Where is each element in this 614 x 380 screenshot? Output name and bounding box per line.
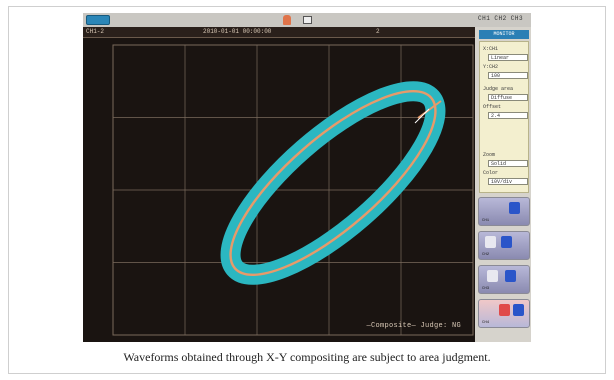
window-icon[interactable] <box>303 16 312 24</box>
plot-header: CH1-2 2010-01-01 00:00:00 2 <box>83 27 475 38</box>
plot-header-timestamp: 2010-01-01 00:00:00 <box>203 28 272 35</box>
trace-tail <box>417 100 442 119</box>
channel-status-text: CH1 CH2 CH3 <box>478 15 524 22</box>
waveform-thumbnail[interactable]: CH3 <box>478 265 530 294</box>
xy-plot-svg <box>112 44 474 336</box>
thumbnail-caption: CH3 <box>482 287 490 291</box>
setting-field[interactable]: 10V/div <box>488 178 528 185</box>
thumbnail-color-swatch <box>485 236 496 248</box>
setting-label: Zoom <box>483 152 496 158</box>
setting-label: Color <box>483 170 499 176</box>
side-panel: MONITOR X:CH1 Linear Y:CH2 100 Judge are… <box>475 27 531 342</box>
setting-label: Offset <box>483 104 502 110</box>
judge-result-label: —Composite— Judge: NG <box>366 322 461 330</box>
waveform-thumbnail[interactable]: CH1 <box>478 197 530 226</box>
settings-card: X:CH1 Linear Y:CH2 100 Judge area Diffus… <box>479 41 529 193</box>
setting-field[interactable]: Diffuse <box>488 94 528 101</box>
status-bar: CH1 CH2 CH3 <box>83 13 531 27</box>
thumbnail-color-swatch <box>513 304 524 316</box>
setting-label: X:CH1 <box>483 46 499 52</box>
thumbnail-caption: CH1 <box>482 219 490 223</box>
tab-monitor[interactable]: MONITOR <box>479 30 529 39</box>
thumbnail-color-swatch <box>509 202 520 214</box>
thumbnail-color-swatch <box>487 270 498 282</box>
setting-label: Y:CH2 <box>483 64 499 70</box>
thumbnail-caption: CH2 <box>482 253 490 257</box>
thumbnail-color-swatch <box>505 270 516 282</box>
setting-field[interactable]: 100 <box>488 72 528 79</box>
waveform-thumbnail[interactable]: CH4 <box>478 299 530 328</box>
judge-area-band <box>220 81 446 285</box>
plot-header-page: 2 <box>376 28 380 35</box>
setting-field[interactable]: Linear <box>488 54 528 61</box>
waveform-thumbnail[interactable]: CH2 <box>478 231 530 260</box>
mode-button[interactable] <box>86 15 110 25</box>
thumbnail-color-swatch <box>499 304 510 316</box>
setting-field[interactable]: 2.4 <box>488 112 528 119</box>
xy-plot-area[interactable]: —Composite— Judge: NG <box>83 37 475 342</box>
xy-trace <box>229 89 437 277</box>
setting-field[interactable]: Solid <box>488 160 528 167</box>
thumbnail-caption: CH4 <box>482 321 490 325</box>
setting-label: Judge area <box>483 86 514 92</box>
trace-cursor <box>414 108 430 124</box>
plot-header-channel: CH1-2 <box>86 28 105 35</box>
record-icon[interactable] <box>283 15 291 25</box>
thumbnail-color-swatch <box>501 236 512 248</box>
figure-caption: Waveforms obtained through X-Y compositi… <box>123 350 491 364</box>
device-screen: CH1 CH2 CH3 CH1-2 2010-01-01 00:00:00 2 … <box>83 13 531 342</box>
